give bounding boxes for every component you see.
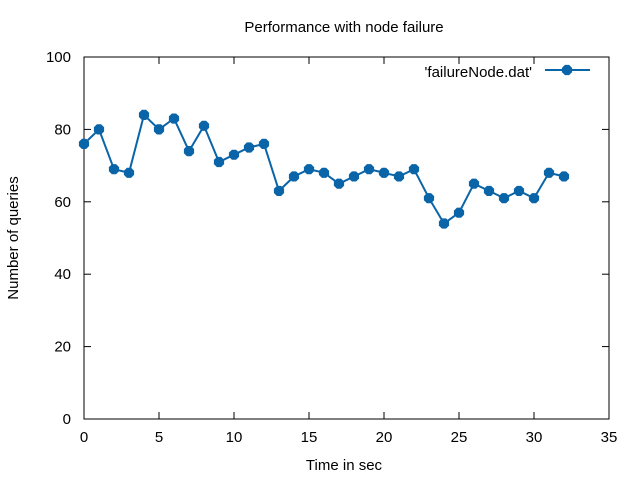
x-tick-label: 30 (526, 429, 543, 446)
data-point (93, 124, 105, 135)
data-point (543, 167, 555, 178)
y-axis: 0 20 40 60 80 100 (46, 49, 609, 428)
data-point (423, 193, 435, 204)
data-point (303, 164, 315, 175)
data-point (528, 193, 540, 204)
data-point (498, 193, 510, 204)
y-tick-label: 40 (54, 266, 71, 283)
y-tick-label: 0 (63, 411, 71, 428)
data-point (558, 171, 570, 182)
legend: 'failureNode.dat' (425, 64, 590, 81)
data-point (453, 207, 465, 218)
data-point (438, 218, 450, 229)
y-tick-label: 20 (54, 339, 71, 356)
x-tick-label: 0 (80, 429, 88, 446)
data-point (468, 178, 480, 189)
data-point (273, 185, 285, 196)
data-point (408, 164, 420, 175)
data-point (288, 171, 300, 182)
data-point (483, 185, 495, 196)
data-point (213, 156, 225, 168)
series-group (78, 109, 570, 229)
plot-frame (83, 56, 610, 420)
data-point (153, 124, 165, 135)
y-tick-label: 80 (54, 121, 71, 138)
data-point (138, 109, 150, 120)
data-point (168, 113, 180, 124)
data-point (78, 138, 90, 149)
data-point (378, 167, 390, 178)
data-point (228, 149, 240, 160)
data-point (393, 171, 405, 182)
data-point (333, 178, 345, 189)
x-tick-label: 15 (301, 429, 318, 446)
x-tick-label: 20 (376, 429, 393, 446)
x-tick-label: 35 (601, 429, 618, 446)
chart-title: Performance with node failure (244, 19, 443, 36)
data-point (198, 120, 210, 131)
data-point (348, 171, 360, 182)
data-point (318, 167, 330, 178)
data-point (123, 167, 135, 178)
data-point (363, 164, 375, 175)
data-point (243, 142, 255, 153)
data-point (513, 185, 525, 196)
x-axis-label: Time in sec (306, 457, 383, 474)
x-tick-label: 5 (155, 429, 163, 446)
x-axis: 0 5 10 15 20 25 30 35 (80, 57, 618, 446)
data-point (258, 138, 270, 149)
y-axis-label: Number of queries (5, 176, 22, 299)
y-tick-label: 100 (46, 49, 71, 66)
data-point (108, 164, 120, 175)
data-point (183, 146, 195, 157)
legend-marker (561, 64, 573, 76)
x-tick-label: 10 (226, 429, 243, 446)
legend-label: 'failureNode.dat' (425, 64, 533, 81)
y-tick-label: 60 (54, 194, 71, 211)
x-tick-label: 25 (451, 429, 468, 446)
